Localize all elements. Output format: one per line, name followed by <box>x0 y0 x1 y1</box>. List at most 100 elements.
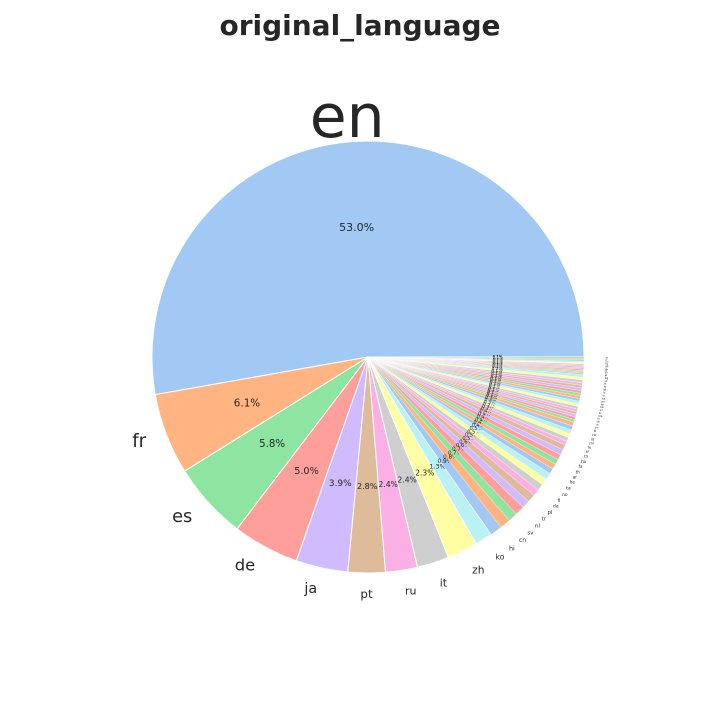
percent-label: 0.2% <box>488 387 499 393</box>
slice-label: ar <box>573 475 577 480</box>
percent-label: 0.5% <box>467 429 480 435</box>
percent-label: 0.5% <box>465 433 478 439</box>
slice-label: lv <box>603 391 606 395</box>
slice-label: ps <box>605 375 607 377</box>
slice-label: ur <box>596 422 600 426</box>
slice-label: te <box>588 446 592 450</box>
percent-label: 2.4% <box>379 480 398 489</box>
slice-label: da <box>553 504 559 510</box>
slice-label: gl <box>605 371 607 373</box>
slice-label: sq <box>605 365 608 367</box>
percent-label: 0.2% <box>489 383 500 389</box>
slice-label: no <box>562 493 568 498</box>
percent-label: 0.2% <box>487 390 498 396</box>
slice-label: th <box>576 469 581 474</box>
slice-label: tl <box>594 429 596 433</box>
slice-label: el <box>586 450 589 454</box>
slice-label: pt <box>360 587 373 601</box>
percent-label: 0.4% <box>480 409 493 415</box>
slice-label: mk <box>605 366 609 368</box>
percent-label: 0.2% <box>488 385 499 391</box>
percent-label: 0.6% <box>459 439 473 445</box>
percent-label: 0.5% <box>462 436 475 442</box>
percent-label: 0.3% <box>484 399 496 405</box>
pie-slice <box>151 140 585 396</box>
slice-label: ja <box>303 581 317 597</box>
percent-label: 0.2% <box>487 391 498 397</box>
slice-label: id <box>591 437 594 441</box>
slice-label: es <box>172 507 192 527</box>
slice-label: eu <box>605 372 608 374</box>
slice-label: ms <box>598 414 603 418</box>
percent-label: 2.4% <box>397 476 416 485</box>
percent-label: 5.8% <box>259 439 285 450</box>
slice-label: ru <box>405 585 416 598</box>
slice-label: ko <box>495 553 504 562</box>
percent-label: 0.4% <box>475 417 488 423</box>
slice-label: mn <box>606 362 610 364</box>
percent-label: 0.2% <box>491 371 502 377</box>
slice-label: hr <box>604 385 608 389</box>
percent-label: 0.3% <box>485 397 497 403</box>
slice-label: pl <box>548 510 553 516</box>
slice-label: sv <box>527 531 534 537</box>
percent-label: 0.2% <box>492 366 503 372</box>
slice-label: it <box>440 577 448 590</box>
slice-label: ta <box>566 486 571 492</box>
percent-label: 0.2% <box>489 382 500 388</box>
percent-label: 0.3% <box>485 395 497 401</box>
percent-label: 0.4% <box>473 420 486 426</box>
slice-label: af <box>606 359 608 361</box>
slice-label: ga <box>605 369 608 371</box>
percent-label: 0.2% <box>486 393 497 399</box>
slice-label: hy <box>606 363 609 365</box>
slice-label: fr <box>132 431 146 452</box>
percent-label: 0.6% <box>456 443 470 449</box>
slice-label: kn <box>601 402 605 406</box>
slice-label: is <box>597 417 600 421</box>
percent-label: 6.1% <box>234 397 261 409</box>
slice-label: et <box>603 388 607 392</box>
slice-label: nl <box>535 524 541 530</box>
slice-label: tr <box>542 517 547 523</box>
percent-label: 0.4% <box>477 415 490 421</box>
slice-label: sl <box>604 382 606 386</box>
percent-label: 0.3% <box>481 406 493 412</box>
percent-label: 0.4% <box>472 423 485 429</box>
slice-label: ka <box>600 405 604 409</box>
slice-label: bg <box>605 376 609 380</box>
slice-label: he <box>570 480 576 485</box>
percent-label: 0.7% <box>452 447 466 453</box>
chart-title: original_language <box>219 9 500 42</box>
percent-label: 0.8% <box>443 455 458 461</box>
slice-label: lt <box>606 359 608 362</box>
slice-label: xx <box>600 408 604 412</box>
percent-label: 2.8% <box>357 482 378 491</box>
percent-label: 0.2% <box>491 367 502 373</box>
slice-label: zu <box>606 357 609 359</box>
percent-label: 0.2% <box>490 375 501 381</box>
percent-label: 0.2% <box>490 377 501 383</box>
slice-label: bn <box>595 425 599 429</box>
percent-label: 0.1% <box>493 354 503 359</box>
percent-label: 2.3% <box>415 468 434 477</box>
percent-label: 3.9% <box>329 479 352 489</box>
percent-label: 1.3% <box>429 462 445 470</box>
slice-label: fi <box>557 498 560 504</box>
slice-label: fa <box>579 464 583 469</box>
slice-label: sk <box>604 379 607 383</box>
slice-label: ml <box>589 441 593 445</box>
percent-label: 0.9% <box>437 459 452 465</box>
percent-label: 0.2% <box>490 379 501 385</box>
percent-label: 5.0% <box>294 466 319 477</box>
slice-label: bs <box>602 396 606 400</box>
slice-label: de <box>235 556 255 575</box>
percent-label: 0.2% <box>488 388 499 394</box>
slice-label: hu <box>581 459 587 464</box>
slice-label: ro <box>592 433 595 437</box>
slice-label: ky <box>605 374 608 376</box>
slice-label: en <box>310 82 385 152</box>
slice-label: cn <box>519 537 526 544</box>
slice-label: uk <box>597 420 601 424</box>
